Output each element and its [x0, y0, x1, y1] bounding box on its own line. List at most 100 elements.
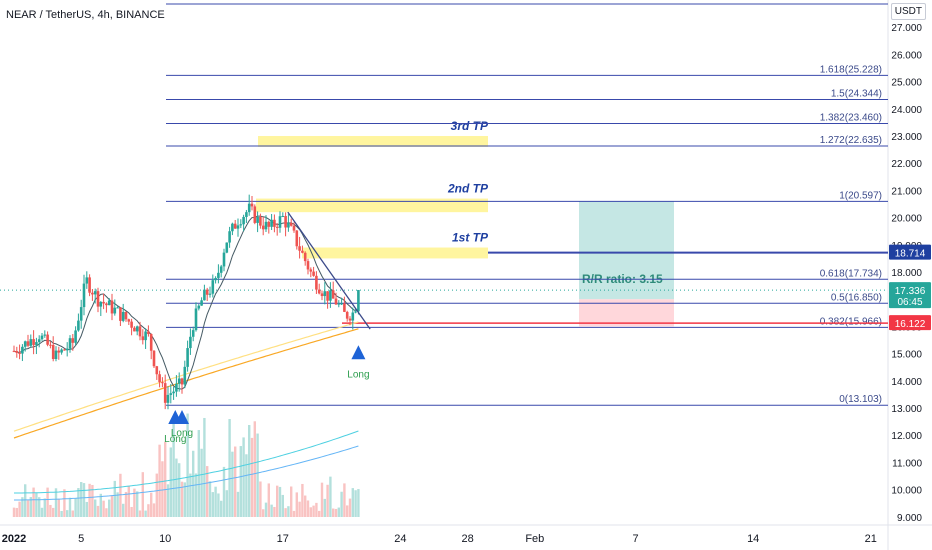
volume-bar [180, 481, 184, 517]
candle-body [331, 290, 335, 299]
volume-bar [248, 425, 251, 517]
volume-bar [26, 500, 30, 517]
currency-selector[interactable]: USDT [890, 3, 926, 20]
candle-body [49, 344, 52, 346]
candle-body [295, 230, 299, 247]
volume-bar [32, 487, 35, 517]
candle-body [225, 242, 229, 253]
candle-body [264, 221, 268, 230]
volume-bar [340, 491, 343, 517]
candle-body [211, 280, 215, 294]
candle-body [247, 203, 251, 213]
candle-body [166, 394, 170, 403]
volume-bar [108, 499, 111, 517]
candle-body [138, 326, 142, 337]
y-tick-label: 23.000 [891, 132, 922, 143]
volume-bar [68, 497, 72, 517]
candle-body [320, 293, 324, 297]
candle-body [191, 330, 195, 337]
candle-body [107, 300, 111, 306]
candle-body [37, 339, 41, 343]
volume-bar [228, 419, 231, 517]
volume-bar [110, 495, 114, 517]
price-label-box [889, 315, 931, 331]
x-tick-label: 28 [461, 533, 473, 545]
candle-body [315, 275, 318, 290]
candle-body [214, 277, 217, 281]
volume-bar [152, 503, 156, 517]
candle-body [161, 382, 164, 384]
candle-body [124, 311, 128, 320]
candle-body [326, 291, 329, 301]
candle-body [180, 378, 184, 385]
volume-bar [77, 488, 80, 517]
volume-bar [309, 507, 312, 517]
volume-bar [250, 437, 254, 517]
trendline [287, 211, 371, 330]
volume-bar [259, 481, 262, 517]
candle-body [256, 216, 259, 223]
candle-body [312, 271, 315, 276]
candle-body [273, 219, 276, 227]
volume-bar [49, 504, 52, 517]
candle-body [259, 216, 262, 226]
x-tick-label: 10 [159, 533, 171, 545]
volume-bar [315, 502, 318, 517]
candle-body [236, 225, 240, 229]
candle-body [32, 339, 35, 345]
volume-bar [312, 505, 315, 517]
candle-body [144, 331, 147, 341]
candle-body [29, 339, 33, 346]
volume-bar [60, 510, 63, 517]
candle-body [113, 307, 117, 314]
candle-body [340, 303, 343, 305]
candle-body [57, 350, 61, 353]
candle-body [46, 334, 49, 345]
candle-body [149, 334, 153, 351]
y-tick-label: 13.000 [891, 404, 922, 415]
x-tick-label: 14 [747, 533, 759, 545]
candle-body [130, 321, 133, 328]
volume-bar [150, 492, 153, 517]
candle-body [309, 269, 313, 272]
y-tick-label: 22.000 [891, 159, 922, 170]
volume-ma-2 [14, 445, 359, 501]
volume-bar [354, 490, 357, 517]
candle-body [93, 291, 97, 295]
x-tick-label: Feb [525, 533, 544, 545]
x-tick-label: 2022 [2, 533, 26, 545]
candle-body [351, 312, 355, 321]
volume-bar [63, 489, 66, 517]
volume-bar [203, 417, 206, 517]
volume-bar [24, 484, 27, 517]
volume-bar [220, 500, 223, 517]
price-label-countdown: 06:45 [897, 297, 922, 308]
volume-bar [124, 491, 128, 517]
volume-bar [276, 485, 279, 517]
candle-body [270, 219, 273, 227]
volume-bar [38, 497, 41, 517]
volume-bar [236, 491, 240, 517]
candle-body [147, 331, 150, 335]
volume-bar [178, 463, 181, 517]
volume-bar [357, 489, 360, 517]
volume-bar [52, 507, 55, 517]
volume-bar [21, 497, 24, 517]
candle-body [219, 266, 223, 273]
candle-body [172, 391, 175, 394]
volume-bar [116, 492, 119, 517]
candle-body [245, 212, 248, 217]
volume-bar [253, 421, 256, 517]
candle-body [317, 289, 321, 294]
volume-bar [169, 447, 172, 517]
candle-body [119, 307, 122, 321]
volume-bar [99, 493, 102, 517]
fib-level-label: 1.382(23.460) [820, 112, 882, 123]
candle-body [99, 301, 103, 307]
volume-bar [304, 495, 307, 517]
y-tick-label: 25.000 [891, 78, 922, 89]
candle-body [35, 342, 38, 345]
candle-body [23, 341, 27, 347]
candle-body [217, 272, 220, 278]
